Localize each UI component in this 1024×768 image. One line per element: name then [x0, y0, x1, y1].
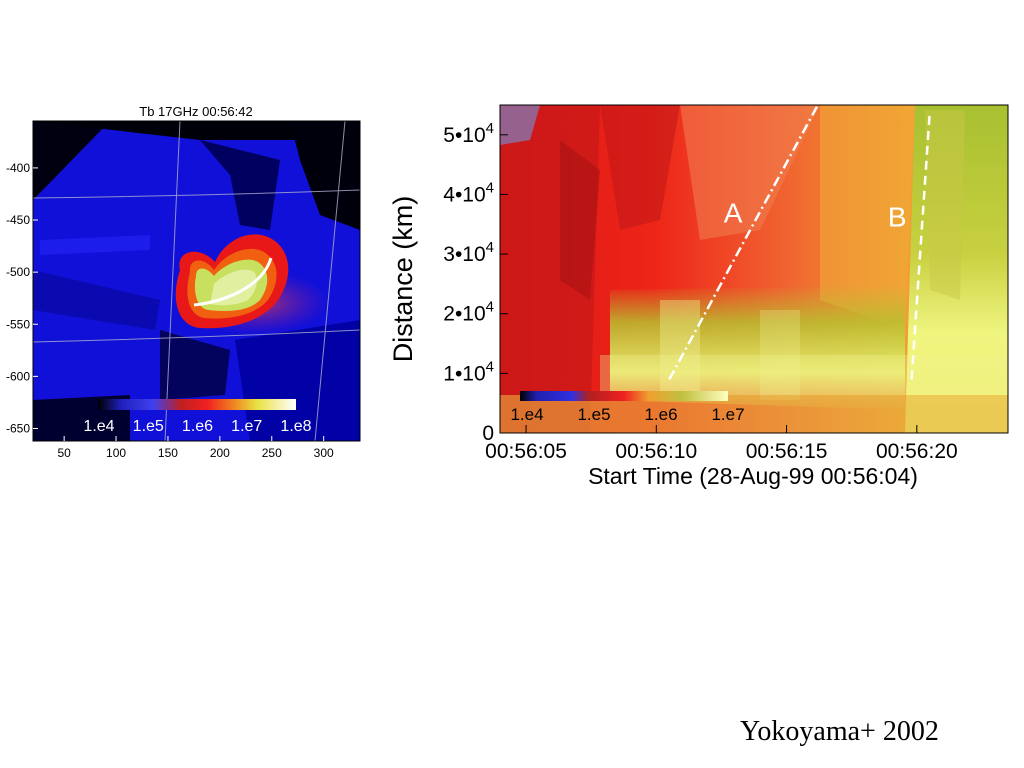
dt-ylabel: Distance (km) [388, 196, 418, 363]
distance-time-image [500, 105, 1008, 433]
loop-line [193, 257, 273, 307]
credit-text: Yokoyama+ 2002 [740, 716, 939, 747]
map-colorbar-label: 1.e6 [182, 418, 213, 435]
map-colorbar-label: 1.e8 [280, 418, 311, 435]
dt-front-label-b: B [888, 201, 907, 232]
dt-colorbar-label: 1.e6 [644, 405, 677, 424]
map-y-tick-label: -500 [6, 265, 30, 279]
map-image [33, 121, 360, 441]
dt-x-tick-label: 00:56:20 [876, 440, 958, 463]
map-colorbar-label: 1.e5 [133, 418, 164, 435]
map-x-tick-label: 50 [57, 446, 71, 460]
map-axes: 50 100 150 200 250 300 -400 -450 -500 -550 -600 -65… [6, 161, 334, 460]
radio-map-panel: Tb 17GHz 00:56:42 [6, 104, 361, 460]
map-x-tick-label: 250 [262, 446, 282, 460]
dt-y-tick-label: 2•104 [443, 299, 494, 326]
map-x-tick-label: 150 [158, 446, 178, 460]
dt-colorbar [520, 391, 728, 401]
map-x-tick-label: 300 [314, 446, 334, 460]
map-colorbar-label: 1.e7 [231, 418, 262, 435]
dt-y-tick-label: 1•104 [443, 358, 494, 385]
map-y-tick-label: -650 [6, 421, 30, 435]
map-colorbar-labels: 1.e4 1.e5 1.e6 1.e7 1.e8 [83, 418, 311, 435]
map-colorbar [98, 399, 296, 410]
dt-y-tick-label: 5•104 [443, 120, 494, 147]
dt-colorbar-label: 1.e5 [577, 405, 610, 424]
map-grid [33, 121, 360, 441]
dt-colorbar-label: 1.e7 [711, 405, 744, 424]
dt-front-label-a: A [724, 198, 743, 229]
dt-front-line-a [668, 104, 819, 380]
dt-y-tick-label: 4•104 [443, 179, 494, 206]
map-y-tick-label: -450 [6, 213, 30, 227]
dt-colorbar-labels: 1.e4 1.e5 1.e6 1.e7 [510, 405, 744, 424]
dt-xlabel: Start Time (28-Aug-99 00:56:04) [588, 463, 918, 489]
dt-y-tick-label: 0 [482, 422, 494, 445]
map-y-tick-label: -400 [6, 161, 30, 175]
dt-x-tick-label: 00:56:10 [615, 440, 697, 463]
map-colorbar-label: 1.e4 [83, 418, 114, 435]
dt-y-tick-label: 3•104 [443, 239, 494, 266]
dt-x-tick-label: 00:56:15 [746, 440, 828, 463]
map-x-tick-label: 100 [106, 446, 126, 460]
map-title: Tb 17GHz 00:56:42 [139, 104, 252, 119]
dt-x-tick-label: 00:56:05 [485, 440, 567, 463]
dt-colorbar-label: 1.e4 [510, 405, 543, 424]
dt-axes: 00:56:05 00:56:10 00:56:15 00:56:20 0 1•104 2•… [443, 120, 957, 463]
map-y-tick-label: -550 [6, 317, 30, 331]
map-y-tick-label: -600 [6, 369, 30, 383]
map-x-tick-label: 200 [210, 446, 230, 460]
